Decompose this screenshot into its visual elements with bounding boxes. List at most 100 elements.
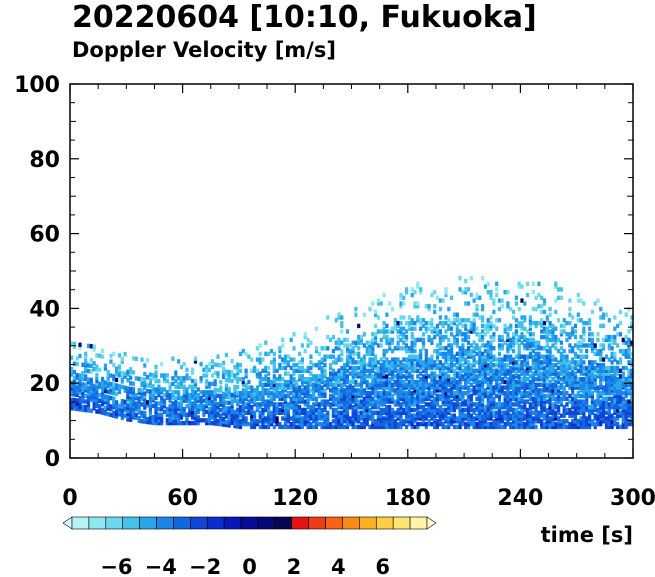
heatmap-cell — [548, 371, 552, 376]
heatmap-cell — [630, 416, 634, 421]
heatmap-cell — [545, 385, 549, 390]
heatmap-cell — [590, 371, 594, 376]
heatmap-cell — [390, 360, 395, 365]
heatmap-cell — [542, 424, 547, 430]
heatmap-cell — [405, 368, 409, 373]
heatmap-cell — [213, 362, 217, 367]
heatmap-cell — [602, 377, 606, 382]
heatmap-cell — [469, 405, 473, 410]
heatmap-cell — [351, 399, 355, 404]
heatmap-cell — [557, 287, 561, 292]
heatmap-cell — [292, 357, 296, 362]
heatmap-cell — [75, 403, 79, 409]
heatmap-cell — [267, 388, 271, 393]
heatmap-cell — [154, 376, 158, 381]
heatmap-cell — [334, 374, 338, 379]
heatmap-cell — [390, 326, 395, 331]
heatmap-cell — [582, 413, 586, 418]
heatmap-cell — [241, 396, 245, 401]
heatmap-cell — [329, 379, 333, 385]
heatmap-cell — [590, 360, 594, 365]
heatmap-cell — [573, 363, 578, 368]
heatmap-cell — [303, 332, 307, 337]
heatmap-cell — [528, 343, 532, 348]
heatmap-cell — [512, 391, 516, 396]
heatmap-cell — [348, 348, 352, 354]
heatmap-cell — [120, 412, 124, 418]
heatmap-cell — [548, 332, 552, 337]
heatmap-cell — [481, 334, 485, 340]
heatmap-cell — [103, 411, 107, 416]
heatmap-cell — [464, 385, 468, 390]
heatmap-cell — [495, 357, 499, 362]
heatmap-cell — [75, 392, 79, 398]
heatmap-cell — [365, 402, 369, 407]
heatmap-cell — [481, 357, 485, 362]
heatmap-cell — [253, 402, 257, 407]
heatmap-cell — [134, 404, 138, 409]
heatmap-cell — [379, 301, 383, 306]
heatmap-cell — [399, 421, 403, 427]
heatmap-cell — [224, 411, 228, 416]
heatmap-cell — [492, 385, 496, 390]
heatmap-cell — [489, 393, 493, 399]
heatmap-cell — [593, 379, 597, 385]
heatmap-cell — [326, 399, 330, 404]
heatmap-cell — [157, 415, 161, 420]
heatmap-cell — [300, 365, 304, 371]
heatmap-cell — [410, 374, 414, 379]
heatmap-cell — [354, 382, 358, 387]
heatmap-cell — [526, 365, 530, 371]
heatmap-cell — [616, 405, 620, 410]
heatmap-cell — [143, 397, 147, 402]
heatmap-cell — [607, 410, 611, 415]
heatmap-cell — [210, 398, 214, 403]
heatmap-cell — [559, 360, 563, 365]
heatmap-cell — [402, 410, 406, 415]
heatmap-cell — [337, 312, 341, 317]
heatmap-cell — [75, 375, 79, 381]
heatmap-cell — [534, 402, 538, 407]
heatmap-cell — [182, 420, 186, 426]
heatmap-cell — [438, 360, 442, 365]
heatmap-cell — [219, 422, 223, 427]
heatmap-cell — [115, 369, 119, 374]
heatmap-cell — [444, 413, 448, 418]
heatmap-cell — [179, 406, 183, 412]
heatmap-cell — [469, 323, 473, 329]
heatmap-cell — [312, 393, 316, 399]
heatmap-cell — [542, 371, 547, 376]
heatmap-cell — [278, 407, 282, 413]
heatmap-cell — [551, 405, 555, 410]
heatmap-cell — [357, 323, 361, 329]
heatmap-cell — [576, 312, 580, 317]
heatmap-cell — [405, 407, 409, 413]
heatmap-cell — [261, 396, 265, 401]
heatmap-cell — [329, 388, 333, 393]
heatmap-cell — [506, 334, 510, 340]
heatmap-cell — [447, 365, 451, 371]
heatmap-cell — [351, 407, 355, 413]
heatmap-cell — [497, 363, 502, 368]
heatmap-cell — [151, 372, 155, 378]
heatmap-cell — [559, 340, 563, 345]
heatmap-cell — [548, 385, 552, 390]
heatmap-cell — [131, 389, 136, 395]
heatmap-cell — [98, 398, 102, 403]
heatmap-cell — [523, 416, 527, 421]
heatmap-cell — [374, 332, 378, 337]
heatmap-cell — [236, 379, 240, 384]
heatmap-cell — [177, 412, 181, 417]
heatmap-cell — [447, 388, 451, 393]
heatmap-cell — [407, 357, 411, 362]
heatmap-cell — [244, 393, 248, 399]
heatmap-cell — [396, 357, 400, 362]
heatmap-cell — [433, 402, 437, 407]
heatmap-cell — [191, 401, 195, 406]
heatmap-cell — [320, 416, 324, 421]
heatmap-cell — [210, 395, 214, 401]
heatmap-cell — [390, 413, 395, 418]
heatmap-cell — [624, 388, 628, 393]
heatmap-cell — [376, 385, 380, 390]
heatmap-cell — [618, 379, 623, 385]
